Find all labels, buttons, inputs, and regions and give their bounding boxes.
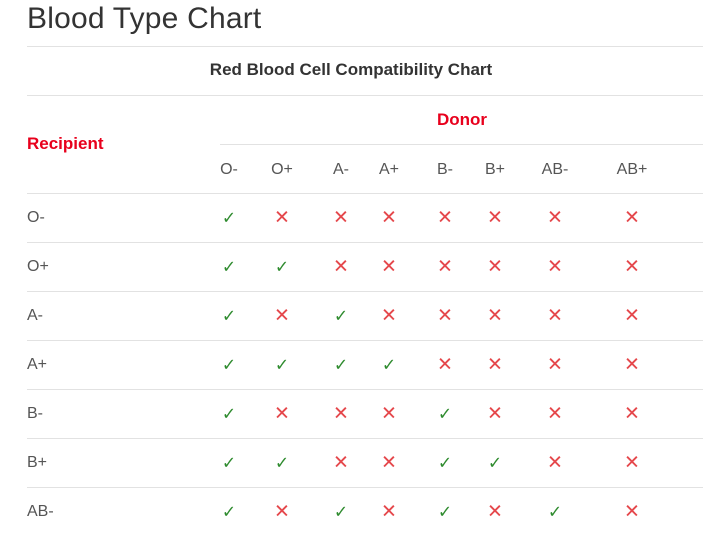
column-header-donor: B-	[437, 161, 453, 178]
cross-icon: ✕	[547, 256, 563, 278]
column-header-donor: AB-	[541, 161, 569, 178]
row-divider	[27, 487, 703, 488]
divider	[27, 46, 703, 47]
row-label-recipient: AB-	[27, 503, 54, 520]
check-icon: ✓	[221, 502, 237, 522]
check-icon: ✓	[437, 453, 453, 473]
column-header-donor: A-	[333, 161, 349, 178]
cross-icon: ✕	[624, 256, 640, 278]
cross-icon: ✕	[274, 501, 290, 523]
row-divider	[27, 340, 703, 341]
chart-subtitle: Red Blood Cell Compatibility Chart	[209, 60, 493, 79]
column-header-donor: O-	[220, 161, 238, 178]
cross-icon: ✕	[624, 207, 640, 229]
row-label-recipient: A+	[27, 356, 48, 373]
divider	[220, 144, 703, 145]
row-label-recipient: O-	[27, 209, 45, 226]
check-icon: ✓	[221, 404, 237, 424]
cross-icon: ✕	[487, 354, 503, 376]
check-icon: ✓	[437, 404, 453, 424]
cross-icon: ✕	[381, 452, 397, 474]
cross-icon: ✕	[437, 354, 453, 376]
row-label-recipient: O+	[27, 258, 49, 275]
check-icon: ✓	[381, 355, 397, 375]
column-header-donor: A+	[378, 161, 400, 178]
check-icon: ✓	[487, 453, 503, 473]
check-icon: ✓	[221, 453, 237, 473]
cross-icon: ✕	[487, 501, 503, 523]
row-label-recipient: A-	[27, 307, 43, 324]
check-icon: ✓	[547, 502, 563, 522]
row-label-recipient: B-	[27, 405, 43, 422]
cross-icon: ✕	[624, 452, 640, 474]
check-icon: ✓	[333, 502, 349, 522]
cross-icon: ✕	[624, 501, 640, 523]
cross-icon: ✕	[487, 403, 503, 425]
column-header-donor: O+	[271, 161, 293, 178]
cross-icon: ✕	[547, 452, 563, 474]
cross-icon: ✕	[381, 207, 397, 229]
check-icon: ✓	[274, 257, 290, 277]
cross-icon: ✕	[624, 305, 640, 327]
row-divider	[27, 291, 703, 292]
cross-icon: ✕	[437, 305, 453, 327]
cross-icon: ✕	[547, 207, 563, 229]
donor-label: Donor	[436, 110, 488, 129]
cross-icon: ✕	[487, 256, 503, 278]
cross-icon: ✕	[487, 207, 503, 229]
cross-icon: ✕	[624, 403, 640, 425]
cross-icon: ✕	[274, 207, 290, 229]
recipient-label: Recipient	[27, 134, 104, 153]
row-divider	[27, 389, 703, 390]
cross-icon: ✕	[547, 354, 563, 376]
cross-icon: ✕	[381, 501, 397, 523]
check-icon: ✓	[274, 453, 290, 473]
cross-icon: ✕	[624, 354, 640, 376]
column-header-donor: B+	[484, 161, 506, 178]
cross-icon: ✕	[547, 305, 563, 327]
cross-icon: ✕	[547, 403, 563, 425]
row-label-recipient: B+	[27, 454, 48, 471]
cross-icon: ✕	[333, 256, 349, 278]
check-icon: ✓	[437, 502, 453, 522]
check-icon: ✓	[221, 257, 237, 277]
check-icon: ✓	[221, 355, 237, 375]
cross-icon: ✕	[487, 305, 503, 327]
cross-icon: ✕	[437, 207, 453, 229]
check-icon: ✓	[221, 306, 237, 326]
cross-icon: ✕	[381, 403, 397, 425]
divider	[27, 193, 703, 194]
cross-icon: ✕	[381, 256, 397, 278]
cross-icon: ✕	[437, 256, 453, 278]
check-icon: ✓	[333, 306, 349, 326]
check-icon: ✓	[333, 355, 349, 375]
cross-icon: ✕	[274, 403, 290, 425]
cross-icon: ✕	[274, 305, 290, 327]
cross-icon: ✕	[333, 207, 349, 229]
cross-icon: ✕	[333, 403, 349, 425]
page-title: Blood Type Chart	[27, 2, 262, 35]
cross-icon: ✕	[333, 452, 349, 474]
cross-icon: ✕	[381, 305, 397, 327]
column-header-donor: AB+	[616, 161, 648, 178]
check-icon: ✓	[221, 208, 237, 228]
row-divider	[27, 438, 703, 439]
check-icon: ✓	[274, 355, 290, 375]
divider	[27, 95, 703, 96]
row-divider	[27, 242, 703, 243]
